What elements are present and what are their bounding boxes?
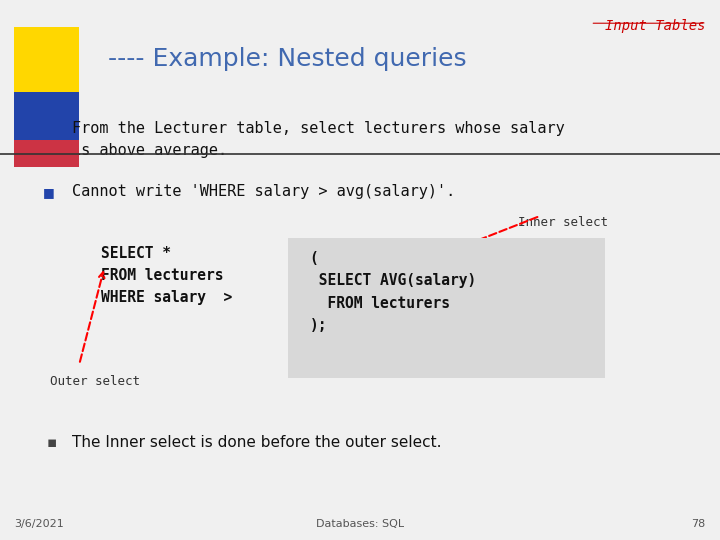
FancyBboxPatch shape xyxy=(14,27,79,97)
Text: Cannot write 'WHERE salary > avg(salary)'.: Cannot write 'WHERE salary > avg(salary)… xyxy=(72,184,455,199)
FancyBboxPatch shape xyxy=(14,92,79,146)
Text: The Inner select is done before the outer select.: The Inner select is done before the oute… xyxy=(72,435,441,450)
FancyBboxPatch shape xyxy=(14,140,79,167)
Text: SELECT *
FROM lecturers
WHERE salary  >: SELECT * FROM lecturers WHERE salary > xyxy=(101,246,232,305)
Text: ---- Example: Nested queries: ---- Example: Nested queries xyxy=(108,48,467,71)
Text: Input Tables: Input Tables xyxy=(605,19,706,33)
Text: 78: 78 xyxy=(691,519,706,529)
Text: From the Lecturer table, select lecturers whose salary
is above average.: From the Lecturer table, select lecturer… xyxy=(72,122,564,158)
Text: ■: ■ xyxy=(43,124,55,137)
Text: ■: ■ xyxy=(43,186,55,199)
Text: Outer select: Outer select xyxy=(50,375,140,388)
Text: ▪: ▪ xyxy=(47,435,57,450)
Text: (
 SELECT AVG(salary)
  FROM lecturers
);: ( SELECT AVG(salary) FROM lecturers ); xyxy=(310,251,476,333)
Text: Databases: SQL: Databases: SQL xyxy=(316,519,404,529)
Text: 3/6/2021: 3/6/2021 xyxy=(14,519,64,529)
Text: Inner select: Inner select xyxy=(518,216,608,229)
FancyBboxPatch shape xyxy=(288,238,605,378)
